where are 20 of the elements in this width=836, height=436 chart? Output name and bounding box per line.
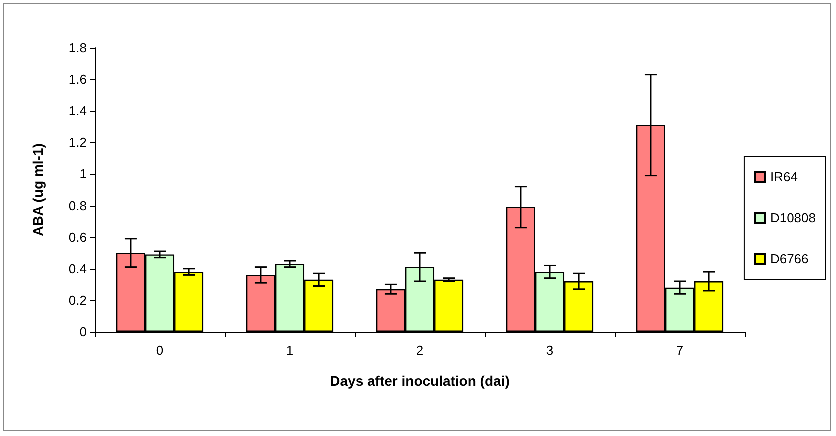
y-tick-label: 1 <box>80 166 87 182</box>
x-tick-label: 0 <box>156 343 164 358</box>
y-tick-label: 0.4 <box>68 261 87 276</box>
y-tick-label: 0.8 <box>68 198 87 214</box>
x-tick-label: 3 <box>546 343 554 358</box>
legend-label: D10808 <box>770 210 816 226</box>
y-axis-title: ABA (ug ml-1) <box>30 144 46 236</box>
x-tick-label: 1 <box>286 343 294 358</box>
x-tick-label: 2 <box>416 343 424 358</box>
y-tick-label: 0 <box>80 324 87 340</box>
x-tick-label: 7 <box>676 343 684 358</box>
legend-label: D6766 <box>770 252 809 266</box>
y-tick-label: 1.2 <box>68 135 87 150</box>
y-tick-label: 0.2 <box>68 292 87 308</box>
y-tick-label: 1.8 <box>68 40 87 56</box>
x-axis-title: Days after inoculation (dai) <box>330 373 510 389</box>
legend-label: IR64 <box>770 170 798 184</box>
y-tick-label: 1.6 <box>68 72 87 88</box>
y-tick-label: 1.4 <box>68 104 87 119</box>
y-tick-label: 0.6 <box>68 230 87 245</box>
